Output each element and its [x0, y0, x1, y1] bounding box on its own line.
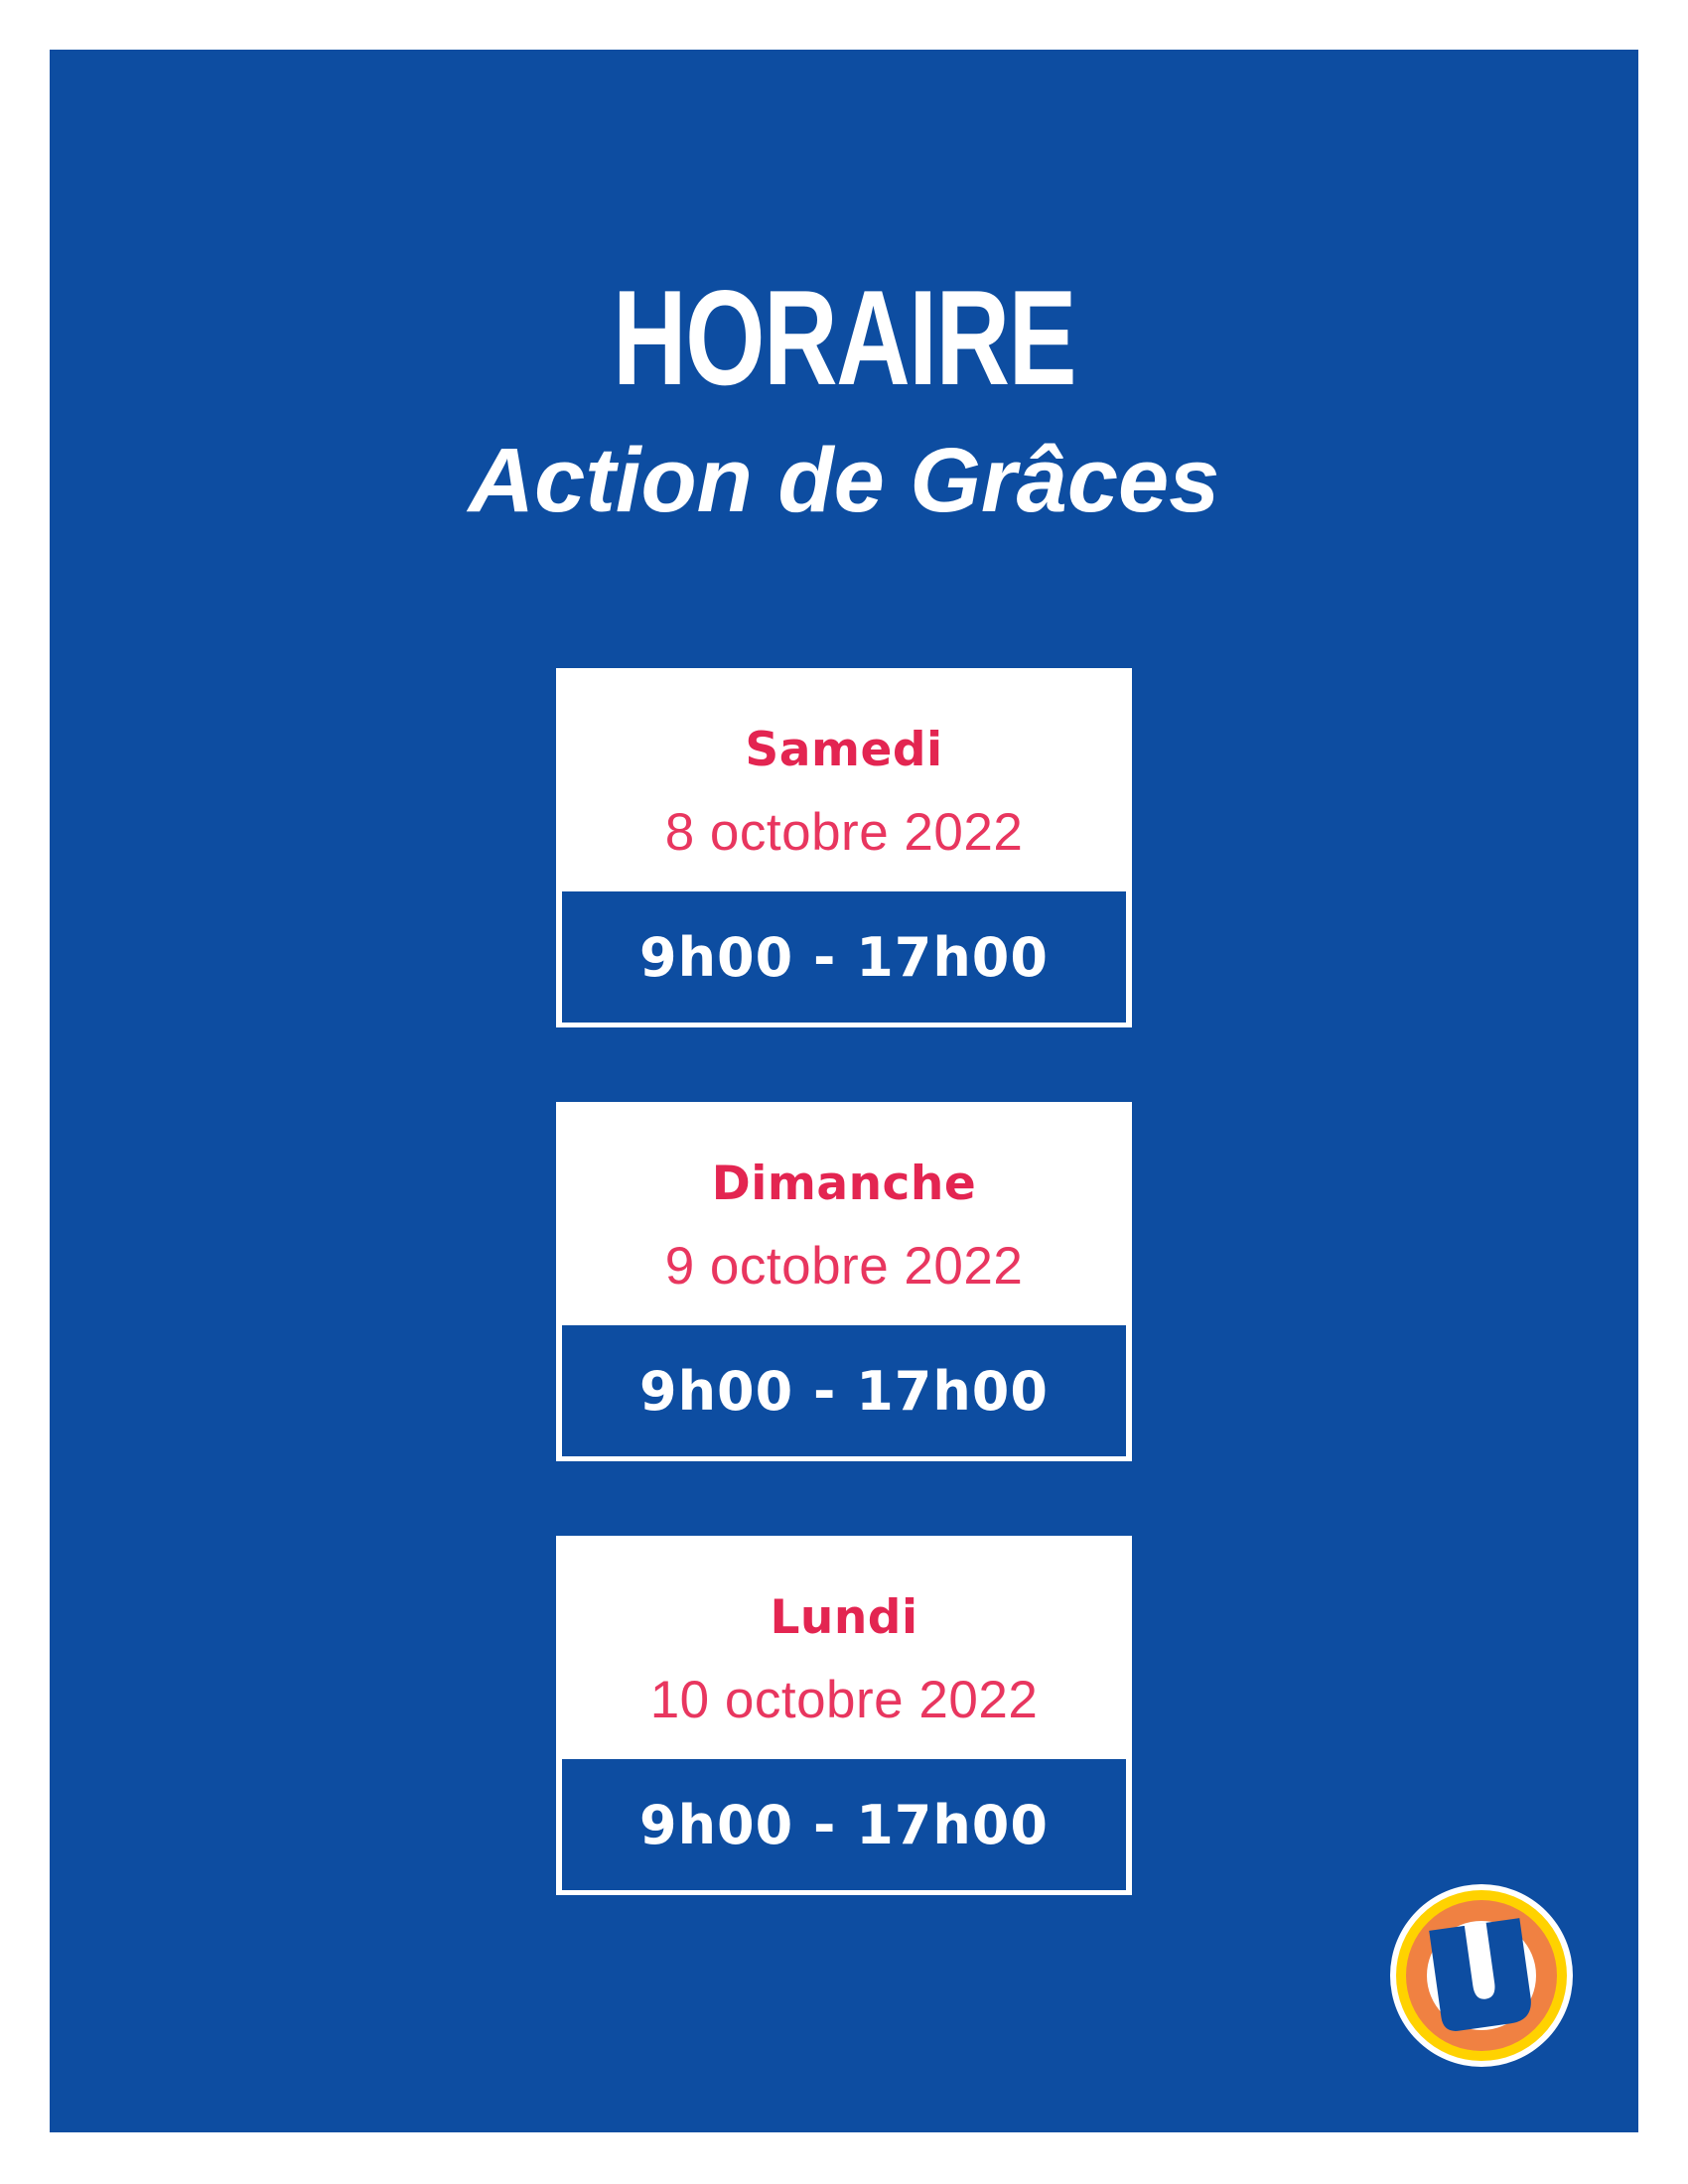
schedule-card-header: Lundi 10 octobre 2022 — [556, 1536, 1132, 1759]
day-label: Lundi — [770, 1589, 918, 1645]
hours-label: 9h00 - 17h00 — [639, 1793, 1049, 1856]
schedule-card-monday: Lundi 10 octobre 2022 9h00 - 17h00 — [556, 1536, 1132, 1895]
hours-label: 9h00 - 17h00 — [639, 1359, 1049, 1423]
day-label: Samedi — [745, 722, 943, 777]
poster-canvas: HORAIRE Action de Grâces Samedi 8 octobr… — [50, 50, 1638, 2132]
schedule-card-header: Samedi 8 octobre 2022 — [556, 668, 1132, 891]
poster-subtitle: Action de Grâces — [468, 430, 1220, 531]
date-label: 8 octobre 2022 — [664, 802, 1024, 862]
schedule-card-saturday: Samedi 8 octobre 2022 9h00 - 17h00 — [556, 668, 1132, 1027]
u-logo-svg — [1390, 1884, 1573, 2067]
day-label: Dimanche — [711, 1156, 977, 1211]
date-label: 10 octobre 2022 — [649, 1670, 1039, 1729]
schedule-card-header: Dimanche 9 octobre 2022 — [556, 1102, 1132, 1325]
poster-title: HORAIRE — [613, 262, 1077, 413]
logo-u-letter — [1429, 1918, 1531, 2031]
date-label: 9 octobre 2022 — [664, 1236, 1024, 1296]
hours-bar: 9h00 - 17h00 — [562, 1759, 1126, 1890]
hours-bar: 9h00 - 17h00 — [562, 891, 1126, 1023]
hours-bar: 9h00 - 17h00 — [562, 1325, 1126, 1456]
hours-label: 9h00 - 17h00 — [639, 925, 1049, 989]
schedule-card-sunday: Dimanche 9 octobre 2022 9h00 - 17h00 — [556, 1102, 1132, 1461]
u-brand-logo-icon — [1390, 1884, 1573, 2067]
